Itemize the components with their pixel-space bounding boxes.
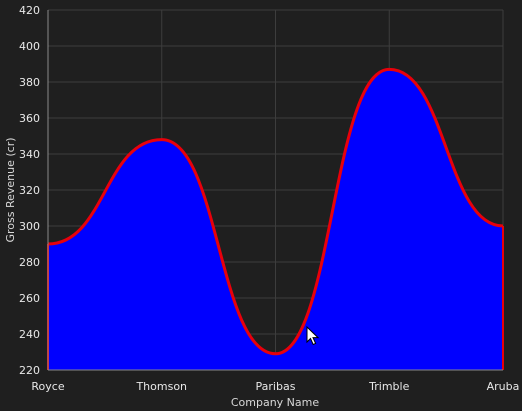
- y-tick-label: 360: [19, 112, 40, 125]
- x-tick-label: Royce: [31, 380, 64, 393]
- y-tick-label: 280: [19, 256, 40, 269]
- x-tick-label: Trimble: [368, 380, 409, 393]
- y-tick-label: 380: [19, 76, 40, 89]
- x-tick-label: Thomson: [135, 380, 187, 393]
- y-tick-label: 220: [19, 364, 40, 377]
- y-tick-label: 260: [19, 292, 40, 305]
- x-tick-label: Paribas: [256, 380, 296, 393]
- axes: [47, 10, 503, 371]
- series-line: [47, 67, 504, 356]
- y-axis-tick-labels: 220 240 260 280 300 320 340 360 380 400 420: [19, 4, 40, 377]
- area-series: [47, 67, 504, 371]
- y-tick-label: 340: [19, 148, 40, 161]
- y-tick-label: 300: [19, 220, 40, 233]
- y-axis-title: Gross Revenue (cr): [4, 137, 17, 242]
- y-tick-label: 400: [19, 40, 40, 53]
- y-tick-label: 240: [19, 328, 40, 341]
- x-tick-label: Aruba: [487, 380, 520, 393]
- x-axis-tick-labels: Royce Thomson Paribas Trimble Aruba: [31, 380, 519, 393]
- series-area-fill: [48, 69, 503, 371]
- x-axis-title: Company Name: [231, 396, 320, 409]
- arrow-cursor-icon: [306, 326, 320, 346]
- y-tick-label: 320: [19, 184, 40, 197]
- y-tick-label: 420: [19, 4, 40, 17]
